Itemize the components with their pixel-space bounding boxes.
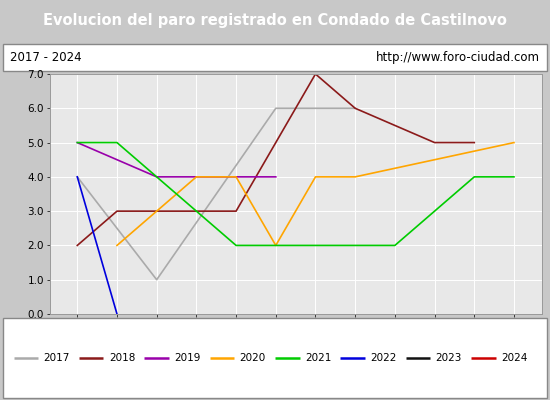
FancyBboxPatch shape	[3, 44, 547, 71]
Text: 2018: 2018	[109, 353, 135, 363]
Text: 2023: 2023	[436, 353, 462, 363]
Text: 2020: 2020	[240, 353, 266, 363]
Text: 2024: 2024	[501, 353, 527, 363]
Text: 2019: 2019	[174, 353, 201, 363]
Text: Evolucion del paro registrado en Condado de Castilnovo: Evolucion del paro registrado en Condado…	[43, 14, 507, 28]
Text: 2022: 2022	[370, 353, 397, 363]
Text: http://www.foro-ciudad.com: http://www.foro-ciudad.com	[376, 51, 540, 64]
Text: 2017: 2017	[43, 353, 70, 363]
Text: 2021: 2021	[305, 353, 331, 363]
Text: 2017 - 2024: 2017 - 2024	[10, 51, 81, 64]
FancyBboxPatch shape	[3, 318, 547, 398]
